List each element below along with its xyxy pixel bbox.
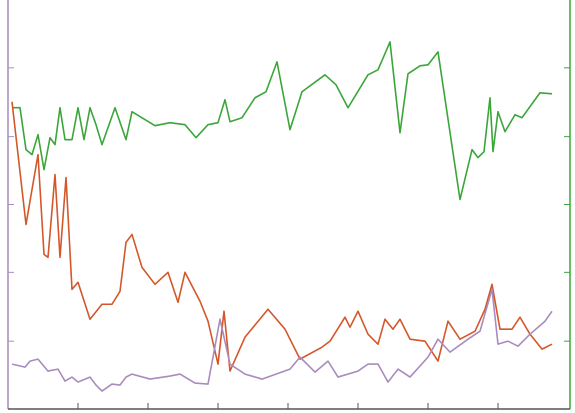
series-line bbox=[11, 101, 553, 372]
series-line bbox=[11, 288, 553, 392]
series-line bbox=[12, 41, 553, 201]
